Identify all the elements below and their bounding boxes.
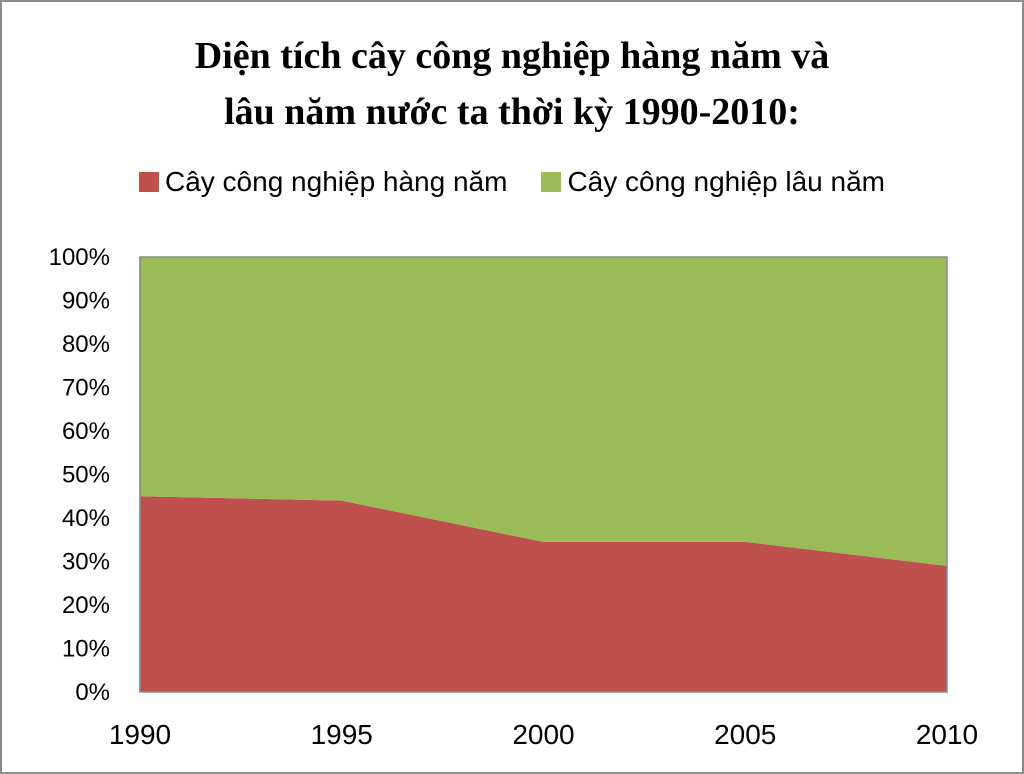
x-tick-label: 1990 bbox=[109, 719, 171, 750]
y-tick-label: 60% bbox=[62, 418, 110, 445]
y-tick-label: 100% bbox=[49, 244, 110, 271]
y-tick-label: 90% bbox=[62, 288, 110, 315]
legend-swatch-perennial bbox=[541, 172, 562, 192]
y-tick-label: 20% bbox=[62, 592, 110, 619]
x-tick-label: 2000 bbox=[512, 719, 574, 750]
y-tick-label: 0% bbox=[75, 679, 110, 706]
y-tick-label: 50% bbox=[62, 462, 110, 489]
y-tick-label: 70% bbox=[62, 375, 110, 402]
x-tick-label: 1995 bbox=[311, 719, 373, 750]
legend-item-perennial: Cây công nghiệp lâu năm bbox=[541, 166, 885, 198]
x-tick-label: 2010 bbox=[916, 719, 978, 750]
x-tick-label: 2005 bbox=[714, 719, 776, 750]
chart-legend: Cây công nghiệp hàng năm Cây công nghiệp… bbox=[2, 166, 1022, 198]
legend-swatch-annual bbox=[138, 172, 159, 192]
chart-title-line-2: lâu năm nước ta thời kỳ 1990-2010: bbox=[224, 91, 800, 133]
y-tick-label: 30% bbox=[62, 549, 110, 576]
y-tick-label: 40% bbox=[62, 505, 110, 532]
legend-item-annual: Cây công nghiệp hàng năm bbox=[138, 166, 508, 198]
legend-label-annual: Cây công nghiệp hàng năm bbox=[164, 166, 508, 197]
y-tick-label: 10% bbox=[62, 636, 110, 663]
series-area-1 bbox=[140, 496, 947, 692]
y-tick-label: 80% bbox=[62, 331, 110, 358]
chart-title-line-1: Diện tích cây công nghiệp hàng năm và bbox=[194, 35, 830, 77]
legend-label-perennial: Cây công nghiệp lâu năm bbox=[567, 166, 885, 197]
series-area-2 bbox=[140, 257, 947, 566]
